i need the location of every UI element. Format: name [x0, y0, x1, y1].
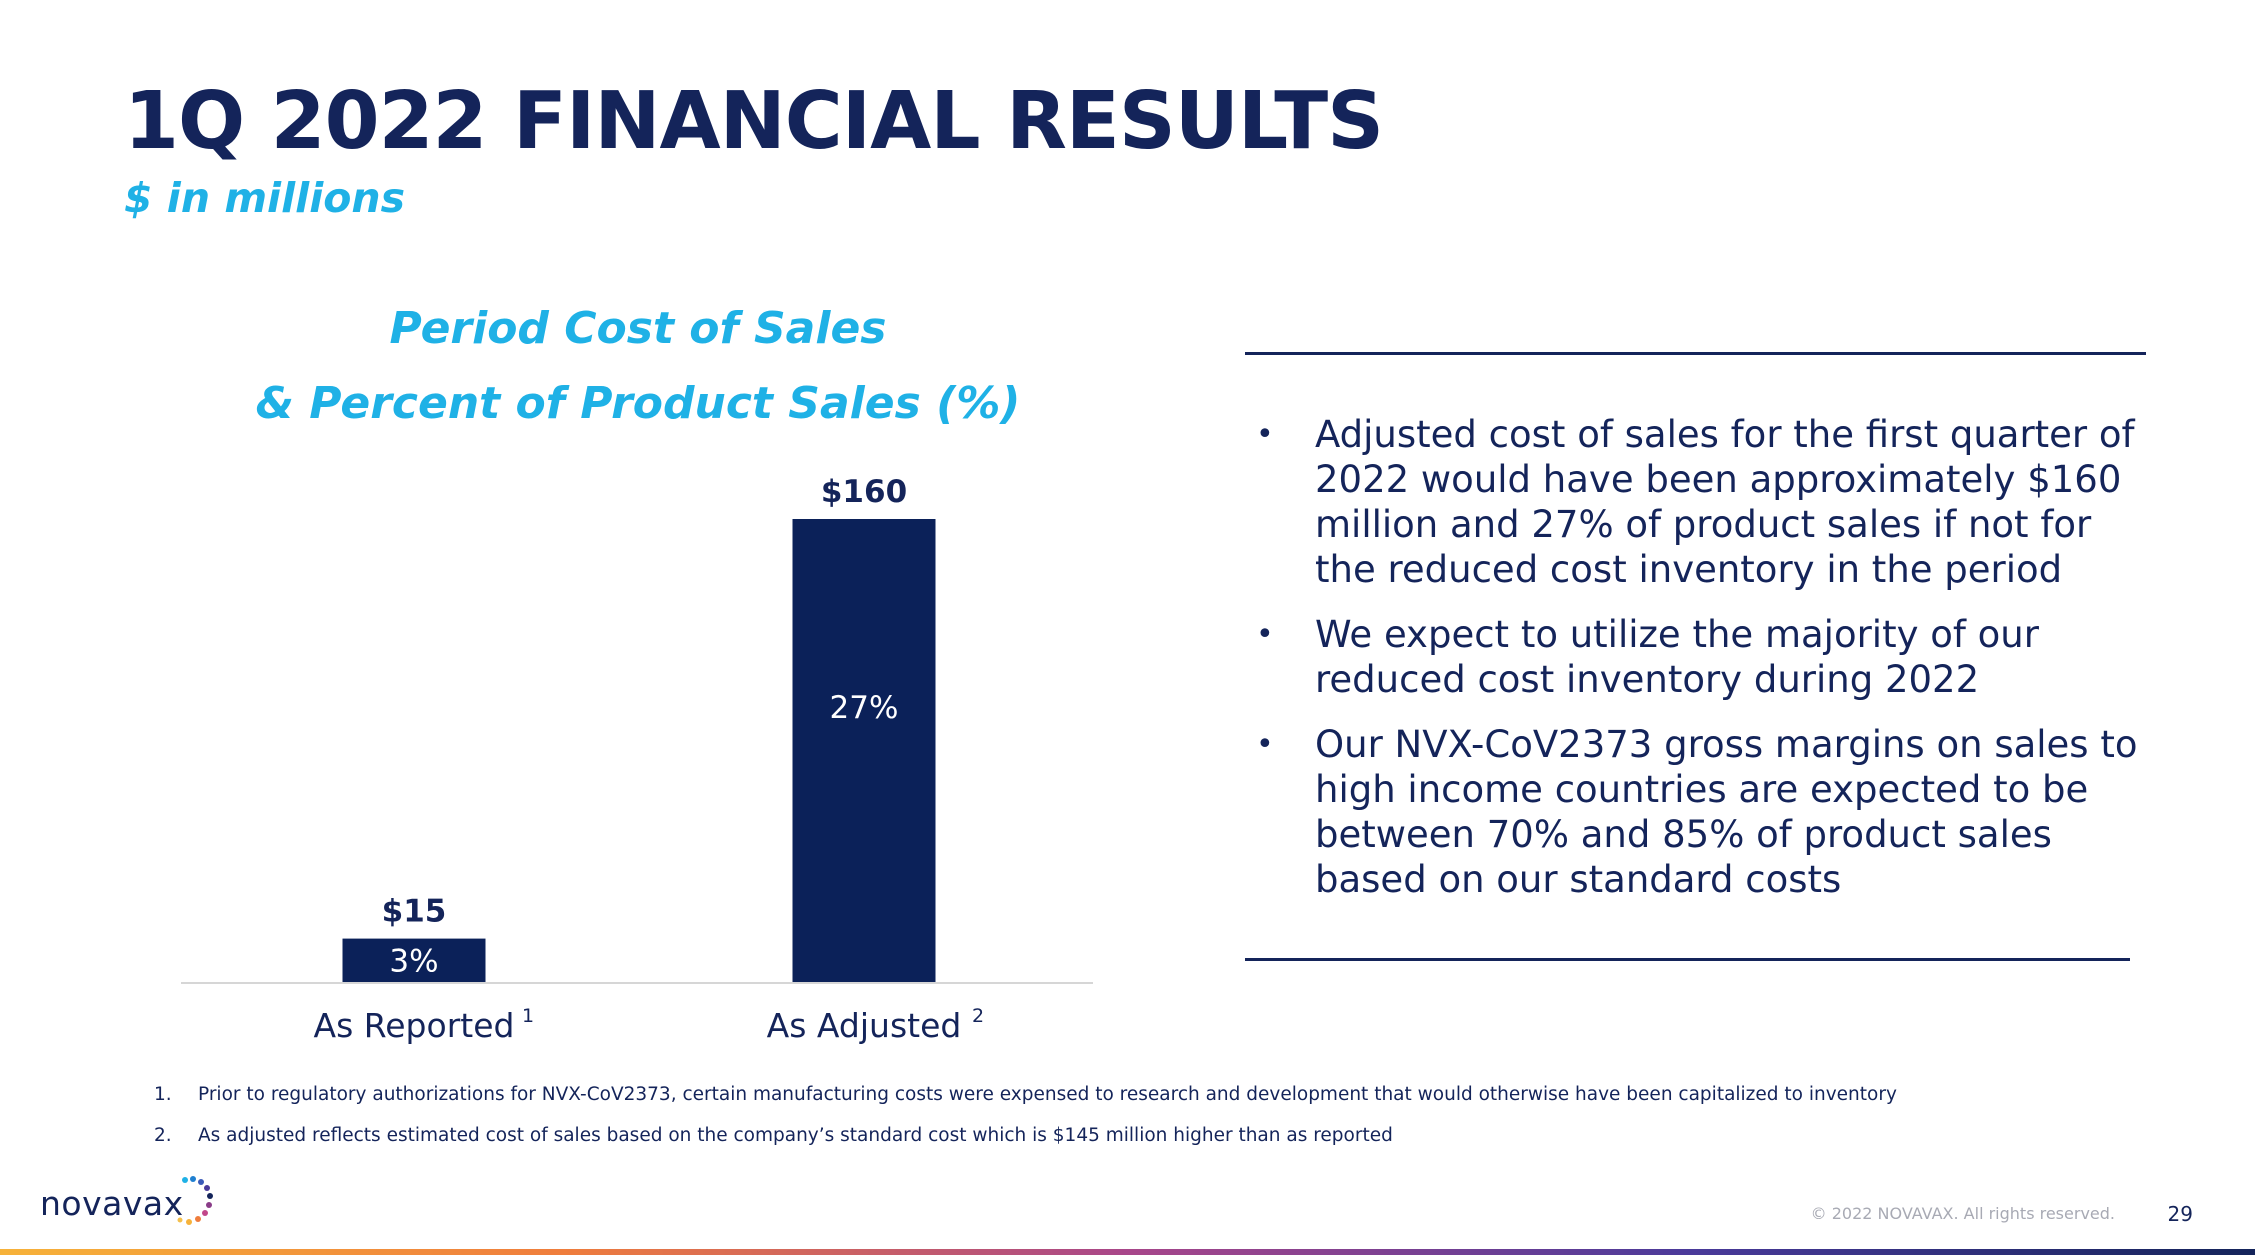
bar-percent-label: 3% — [389, 943, 438, 979]
footnote: 1. Prior to regulatory authorizations for… — [154, 1082, 2154, 1108]
chart-title: Period Cost of Sales — [389, 303, 887, 354]
footnote-number: 2. — [154, 1125, 172, 1146]
bottom-divider — [1245, 958, 2130, 961]
bullet-text: We expect to utilize the majority of our… — [1315, 613, 2039, 701]
bullet-text: Adjusted cost of sales for the first qua… — [1315, 413, 2135, 591]
bar — [342, 938, 486, 982]
bar-percent-label: 27% — [830, 690, 899, 726]
slide-title: 1Q 2022 FINANCIAL RESULTS — [124, 75, 1384, 167]
footnote-text: Prior to regulatory authorizations for N… — [198, 1084, 1897, 1105]
bar-value-label: $15 — [382, 894, 447, 930]
bullet-list: • Adjusted cost of sales for the first qu… — [1246, 412, 2146, 922]
footnotes: 1. Prior to regulatory authorizations for… — [154, 1082, 2154, 1164]
category-footnote-marker: 1 — [522, 1005, 534, 1027]
top-divider — [1245, 352, 2146, 355]
logo-wordmark: novavax — [40, 1184, 184, 1223]
slide-subtitle: $ in millions — [124, 174, 406, 222]
category-label: As Reported — [314, 1006, 515, 1045]
bullet-text: Our NVX-CoV2373 gross margins on sales t… — [1315, 723, 2138, 901]
bullet-icon: • — [1256, 617, 1274, 652]
footnote-text: As adjusted reflects estimated cost of s… — [198, 1125, 1393, 1146]
bar — [792, 519, 936, 982]
bullet-icon: • — [1256, 727, 1274, 762]
footnote: 2. As adjusted reflects estimated cost of… — [154, 1123, 2154, 1149]
bullet-item: • Our NVX-CoV2373 gross margins on sales … — [1246, 722, 2146, 902]
category-label: As Adjusted — [767, 1006, 962, 1045]
copyright-text: © 2022 NOVAVAX. All rights reserved. — [1810, 1204, 2115, 1223]
page-number: 29 — [2167, 1202, 2193, 1226]
bullet-item: • Adjusted cost of sales for the first qu… — [1246, 412, 2146, 592]
category-footnote-marker: 2 — [972, 1005, 984, 1027]
bottom-gradient-bar — [0, 1249, 2255, 1255]
bullet-icon: • — [1256, 417, 1274, 452]
bar-chart: $15 3% As Reported 1 $160 27% As Adjusted 2 — [181, 474, 1093, 1045]
footnote-number: 1. — [154, 1084, 172, 1105]
bullet-item: • We expect to utilize the majority of ou… — [1246, 612, 2146, 702]
logo-dots-icon — [177, 1176, 213, 1225]
chart-subtitle: & Percent of Product Sales (%) — [255, 378, 1021, 429]
bar-value-label: $160 — [821, 474, 907, 510]
